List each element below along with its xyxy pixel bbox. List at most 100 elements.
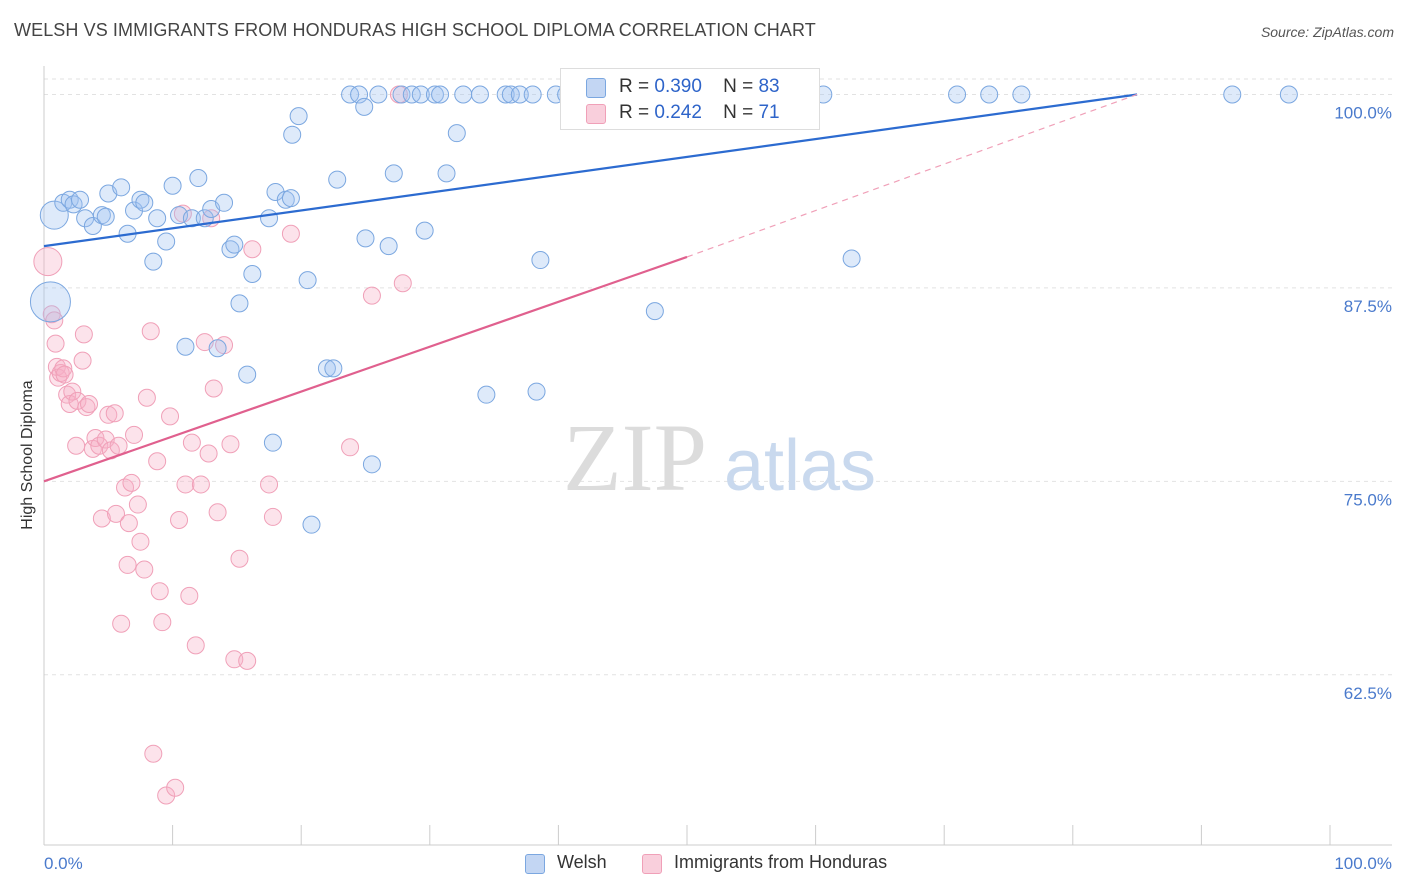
honduras-point: [141, 322, 160, 341]
honduras-point: [119, 514, 138, 533]
stats-text-welsh: R = 0.390 N = 83: [619, 76, 780, 98]
welsh-point: [208, 339, 227, 358]
honduras-point: [230, 549, 249, 568]
welsh-point: [402, 85, 421, 104]
y-tick-label: 75.0%: [1344, 490, 1392, 509]
honduras-point: [109, 436, 128, 455]
welsh-point: [157, 232, 176, 251]
welsh-point: [163, 176, 182, 195]
welsh-point: [454, 85, 473, 104]
honduras-point: [182, 433, 201, 452]
welsh-point: [317, 359, 336, 378]
r-value: 0.242: [654, 102, 702, 123]
honduras-point: [77, 398, 96, 417]
honduras-point: [74, 325, 93, 344]
n-value: 71: [758, 102, 780, 123]
welsh-point: [215, 193, 234, 212]
honduras-point: [161, 407, 180, 426]
x-tick-label-max: 100.0%: [1334, 854, 1392, 873]
welsh-point: [355, 97, 374, 116]
honduras-point: [166, 778, 185, 797]
welsh-point: [411, 85, 430, 104]
welsh-point: [39, 200, 69, 230]
stats-legend: R = 0.390 N = 83 R = 0.242 N = 71: [560, 68, 820, 130]
welsh-point: [501, 85, 520, 104]
watermark-zip: ZIP: [563, 404, 707, 511]
honduras-point: [157, 786, 176, 805]
welsh-point: [298, 271, 317, 290]
welsh-point: [263, 433, 282, 452]
honduras-point: [153, 613, 172, 632]
honduras-points: [33, 85, 412, 805]
welsh-point: [266, 182, 285, 201]
welsh-point: [356, 229, 375, 248]
welsh-point: [283, 125, 302, 144]
honduras-swatch: [586, 104, 606, 124]
welsh-point: [477, 385, 496, 404]
honduras-point: [199, 444, 218, 463]
r-value: 0.390: [654, 76, 702, 97]
honduras-point: [33, 247, 63, 277]
welsh-point: [341, 85, 360, 104]
honduras-point: [131, 532, 150, 551]
welsh-point: [437, 164, 456, 183]
honduras-point: [122, 473, 141, 492]
welsh-point: [1279, 85, 1298, 104]
honduras-point: [180, 586, 199, 605]
welsh-point: [496, 85, 515, 104]
honduras-point: [393, 274, 412, 293]
welsh-point: [980, 85, 999, 104]
legend-label-welsh: Welsh: [557, 852, 607, 872]
honduras-point: [208, 503, 227, 522]
welsh-point: [531, 251, 550, 270]
welsh-point: [1012, 85, 1031, 104]
watermark-atlas: atlas: [724, 426, 876, 506]
tick-labels: 62.5% 75.0% 87.5% 100.0% 0.0% 100.0%: [44, 103, 1392, 873]
honduras-point: [135, 560, 154, 579]
welsh-point: [281, 189, 300, 208]
welsh-point: [645, 302, 664, 321]
y-tick-label: 100.0%: [1334, 103, 1392, 122]
welsh-point: [182, 209, 201, 228]
welsh-point: [447, 124, 466, 143]
welsh-point: [96, 207, 115, 226]
welsh-point: [523, 85, 542, 104]
welsh-point: [470, 85, 489, 104]
honduras-point: [260, 475, 279, 494]
welsh-point: [392, 85, 411, 104]
n-label: N =: [723, 102, 754, 123]
welsh-point: [948, 85, 967, 104]
honduras-point: [137, 388, 156, 407]
welsh-point: [112, 178, 131, 197]
honduras-point: [281, 224, 300, 243]
x-tick-label-min: 0.0%: [44, 854, 83, 873]
honduras-point: [67, 436, 86, 455]
welsh-point: [260, 209, 279, 228]
welsh-point: [176, 337, 195, 356]
welsh-point: [125, 201, 144, 220]
honduras-point: [107, 504, 126, 523]
welsh-point: [29, 281, 71, 323]
series-legend: Welsh Immigrants from Honduras: [0, 852, 1406, 876]
welsh-point: [510, 85, 529, 104]
honduras-point: [341, 438, 360, 457]
honduras-point: [150, 582, 169, 601]
welsh-trend-line: [43, 93, 1138, 248]
honduras-trend-extension: [686, 93, 1138, 258]
welsh-point: [369, 85, 388, 104]
honduras-point: [176, 475, 195, 494]
welsh-point: [243, 264, 262, 283]
honduras-point: [263, 507, 282, 526]
axes: [43, 66, 1392, 846]
welsh-point: [324, 359, 343, 378]
honduras-point: [128, 495, 147, 514]
r-label: R =: [619, 102, 650, 123]
n-label: N =: [723, 76, 754, 97]
honduras-point: [73, 351, 92, 370]
legend-label-honduras: Immigrants from Honduras: [674, 852, 888, 872]
y-tick-label: 62.5%: [1344, 684, 1392, 703]
welsh-point: [379, 237, 398, 256]
welsh-point: [431, 85, 450, 104]
welsh-swatch: [586, 78, 606, 98]
